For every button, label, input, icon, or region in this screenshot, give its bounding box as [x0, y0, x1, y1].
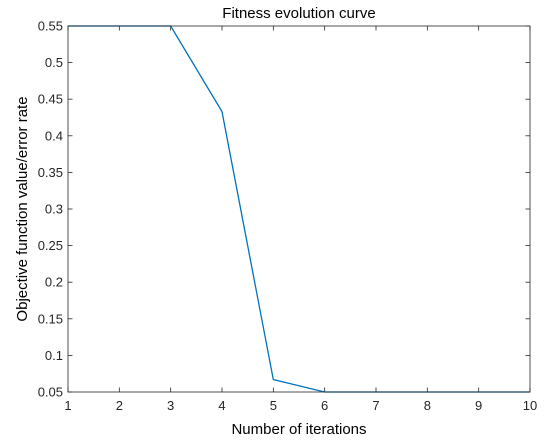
x-tick-label: 1 — [64, 398, 71, 413]
x-tick-label: 5 — [270, 398, 277, 413]
y-tick-label: 0.3 — [45, 202, 63, 217]
x-tick-label: 4 — [218, 398, 225, 413]
x-tick-label: 8 — [424, 398, 431, 413]
y-tick-label: 0.05 — [38, 385, 63, 400]
y-tick-label: 0.4 — [45, 128, 63, 143]
y-tick-label: 0.1 — [45, 348, 63, 363]
plot-frame — [67, 25, 531, 393]
y-tick-label: 0.2 — [45, 275, 63, 290]
plot-area — [68, 26, 530, 392]
x-tick-label: 10 — [523, 398, 537, 413]
x-tick-label: 6 — [321, 398, 328, 413]
x-tick-label: 2 — [116, 398, 123, 413]
x-axis-title: Number of iterations — [231, 421, 366, 438]
y-axis-ticks: 0.05 0.1 0.15 0.2 0.25 0.3 0.35 0.4 0.45 0.5 0.55 — [38, 19, 530, 400]
chart-title: Fitness evolution curve — [222, 5, 375, 22]
y-axis-title: Objective function value/error rate — [14, 96, 31, 321]
y-tick-label: 0.35 — [38, 165, 63, 180]
y-tick-label: 0.25 — [38, 238, 63, 253]
x-tick-label: 9 — [475, 398, 482, 413]
x-tick-label: 7 — [372, 398, 379, 413]
y-tick-label: 0.55 — [38, 19, 63, 34]
x-tick-label: 3 — [167, 398, 174, 413]
y-tick-label: 0.15 — [38, 311, 63, 326]
y-tick-label: 0.45 — [38, 92, 63, 107]
x-axis-ticks: 1 2 3 4 5 6 7 8 9 10 — [64, 26, 537, 413]
y-tick-label: 0.5 — [45, 55, 63, 70]
